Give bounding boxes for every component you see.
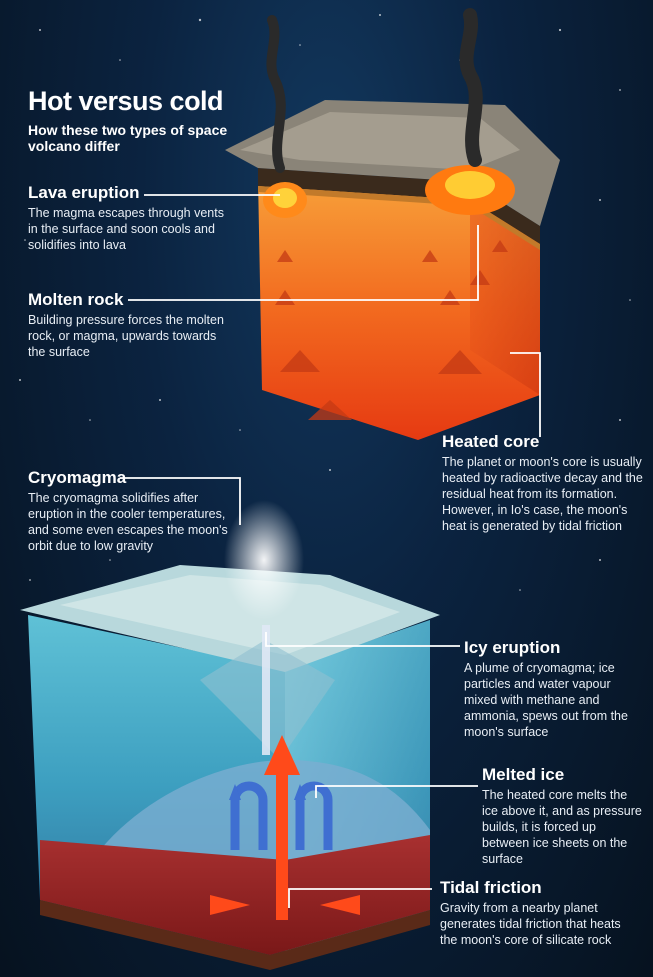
page-title: Hot versus cold — [28, 86, 224, 116]
tidal-friction-heading: Tidal friction — [440, 878, 542, 897]
label-lava-eruption: Lava eruption The magma escapes through … — [28, 183, 228, 253]
label-tidal-friction: Tidal friction Gravity from a nearby pla… — [440, 878, 630, 948]
icy-eruption-heading: Icy eruption — [464, 638, 561, 657]
cold-volcano-block — [20, 500, 440, 970]
page-subtitle: How these two types of space volcano dif… — [28, 122, 228, 154]
melted-ice-text: The heated core melts the ice above it, … — [482, 788, 642, 866]
label-molten-rock: Molten rock Building pressure forces the… — [28, 290, 228, 360]
label-melted-ice: Melted ice The heated core melts the ice… — [482, 765, 642, 867]
cryomagma-heading: Cryomagma — [28, 468, 127, 487]
stars — [19, 14, 631, 591]
molten-rock-heading: Molten rock — [28, 290, 124, 309]
label-heated-core: Heated core The planet or moon's core is… — [442, 432, 647, 534]
label-cryomagma: Cryomagma The cryomagma solidifies after… — [28, 468, 228, 554]
heated-core-heading: Heated core — [442, 432, 540, 451]
label-icy-eruption: Icy eruption A plume of cryomagma; ice p… — [464, 638, 644, 740]
hot-volcano-block — [225, 8, 560, 440]
icy-eruption-text: A plume of cryomagma; ice particles and … — [464, 661, 628, 739]
molten-rock-text: Building pressure forces the molten rock… — [28, 313, 224, 359]
lava-eruption-text: The magma escapes through vents in the s… — [28, 206, 224, 252]
heated-core-text: The planet or moon's core is usually hea… — [442, 455, 643, 533]
lava-eruption-heading: Lava eruption — [28, 183, 140, 202]
pointer-lines — [120, 194, 541, 908]
melted-ice-heading: Melted ice — [482, 765, 565, 784]
tidal-friction-text: Gravity from a nearby planet generates t… — [440, 901, 621, 947]
cryomagma-text: The cryomagma solidifies after eruption … — [28, 491, 228, 553]
